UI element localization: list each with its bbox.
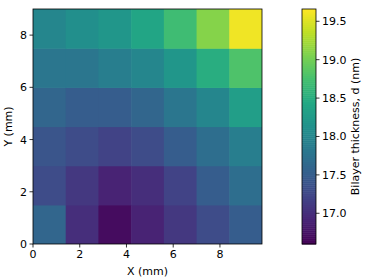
- x-tick: [126, 244, 127, 248]
- label: X (mm): [127, 265, 168, 278]
- y-tick: [30, 244, 34, 245]
- label: 0: [30, 248, 37, 261]
- cell: [197, 87, 230, 127]
- x-tick: [79, 244, 80, 248]
- colorbar-tick: [316, 174, 320, 175]
- label: Bilayer thickness, d (nm): [349, 58, 362, 195]
- cell: [66, 48, 99, 88]
- cell: [131, 9, 164, 49]
- cell: [33, 205, 66, 244]
- plot-frame: [33, 9, 262, 244]
- label: 4: [20, 134, 27, 147]
- label: 2: [20, 186, 27, 199]
- colorbar-tick: [316, 59, 320, 60]
- label: 18.5: [322, 92, 347, 105]
- cell: [131, 87, 164, 127]
- label: 19.5: [322, 15, 347, 28]
- y-tick: [30, 191, 34, 192]
- cell: [98, 205, 131, 244]
- colorbar-tick: [316, 213, 320, 214]
- x-tick: [33, 244, 34, 248]
- cell: [131, 205, 164, 244]
- cell: [229, 87, 262, 127]
- cell: [197, 127, 230, 167]
- cell: [98, 9, 131, 49]
- cell: [229, 9, 262, 49]
- cell: [66, 9, 99, 49]
- label: 8: [20, 29, 27, 42]
- cell: [131, 48, 164, 88]
- cell: [164, 166, 197, 206]
- colorbar-tick: [316, 98, 320, 99]
- cell: [197, 48, 230, 88]
- cell: [33, 48, 66, 88]
- cell: [98, 127, 131, 167]
- y-tick: [30, 87, 34, 88]
- label: 6: [170, 248, 177, 261]
- cell: [197, 166, 230, 206]
- label: 2: [76, 248, 83, 261]
- colorbar: [302, 9, 316, 245]
- cells: [33, 9, 262, 244]
- cell: [66, 127, 99, 167]
- label: 8: [216, 248, 223, 261]
- cell: [164, 9, 197, 49]
- cell: [164, 127, 197, 167]
- y-tick: [30, 139, 34, 140]
- label: Y (mm): [2, 106, 15, 147]
- chart: 0 2 4 6 8 0 2 4 6 8 X (mm) Y (mm) 17.0 17.5 18.0 18.5 19…: [0, 0, 369, 279]
- cell: [33, 87, 66, 127]
- cell: [131, 127, 164, 167]
- cell: [98, 48, 131, 88]
- cell: [33, 9, 66, 49]
- cell: [229, 166, 262, 206]
- cell: [164, 205, 197, 244]
- label: 6: [20, 81, 27, 94]
- colorbar-tick: [316, 136, 320, 137]
- label: 17.5: [322, 169, 347, 182]
- x-tick: [219, 244, 220, 248]
- cell: [98, 166, 131, 206]
- cell: [33, 127, 66, 167]
- cell: [66, 166, 99, 206]
- cell: [229, 127, 262, 167]
- label: 0: [20, 238, 27, 251]
- label: 17.0: [322, 207, 347, 220]
- y-tick: [30, 35, 34, 36]
- cell: [197, 205, 230, 244]
- label: 4: [123, 248, 130, 261]
- cell: [164, 87, 197, 127]
- cell: [229, 205, 262, 244]
- cell: [98, 87, 131, 127]
- x-tick: [173, 244, 174, 248]
- colorbar-tick: [316, 21, 320, 22]
- cell: [33, 166, 66, 206]
- colorbar-frame: [302, 9, 316, 244]
- cell: [164, 48, 197, 88]
- cell: [229, 48, 262, 88]
- cell: [197, 9, 230, 49]
- label: 18.0: [322, 130, 347, 143]
- cell: [131, 166, 164, 206]
- cell: [66, 205, 99, 244]
- label: 19.0: [322, 54, 347, 67]
- cell: [66, 87, 99, 127]
